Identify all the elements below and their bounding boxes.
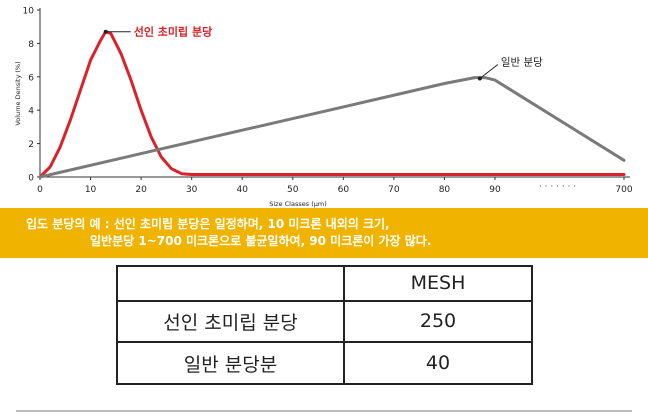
table-row-label: 일반 분당분 [116,341,345,385]
series-label-general-powder: 일반 분당 [501,55,543,68]
mesh-table: MESH 선인 초미립 분당 250 일반 분당분 40 [116,265,533,385]
y-tick-label: 0 [28,174,34,184]
particle-size-chart: 0 2 4 6 8 10 0 10 20 30 40 50 60 70 80 90 700 · · · · · ·… [14,7,633,209]
table-header-mesh: MESH [343,265,533,302]
table-row-label: 선인 초미립 분당 [116,299,345,344]
x-tick-label: 70 [388,185,400,195]
banner-line-2: 일반분당 1~700 미크론으로 불균일하여, 90 미크론이 가장 많다. [90,234,432,248]
banner-line-1: 입도 분당의 예 : 선인 초미립 분당은 일정하며, 10 미크론 내외의 크… [26,217,390,231]
y-tick-label: 6 [28,73,34,83]
x-axis-break: · · · · · · · [539,182,576,192]
x-tick-label: 60 [338,185,350,195]
x-tick-label: 40 [236,185,248,195]
series-line-general-powder [38,76,626,179]
bottom-divider [16,410,632,412]
series-line-fine-powder [38,30,626,179]
table-row: 선인 초미립 분당 250 [116,299,533,344]
x-tick-label: 30 [186,185,198,195]
table-row: 일반 분당분 40 [116,341,533,385]
y-tick-label: 8 [28,40,34,50]
x-tick-label: 700 [615,185,632,195]
table-header-row: MESH [116,265,533,302]
series-label-fine-powder: 선인 초미립 분당 [134,25,213,39]
x-tick-label: 0 [37,185,43,195]
x-tick-label: 10 [85,185,97,195]
x-tick-label: 80 [439,185,451,195]
description-banner: 입도 분당의 예 : 선인 초미립 분당은 일정하며, 10 미크론 내외의 크… [0,208,648,258]
annotation-leader [479,64,499,79]
y-tick-label: 4 [28,107,34,117]
y-tick-label: 10 [23,7,35,17]
table-row-value: 40 [343,341,533,385]
x-tick-label: 90 [489,185,501,195]
x-tick-label: 50 [287,185,299,195]
y-tick-label: 2 [28,140,34,150]
table-header-cell-empty [116,265,345,302]
y-axis-label: Volume Density (%) [14,61,22,125]
x-axis-label: Size Classes (μm) [269,200,327,208]
x-tick-label: 20 [135,185,147,195]
table-row-value: 250 [343,299,533,344]
